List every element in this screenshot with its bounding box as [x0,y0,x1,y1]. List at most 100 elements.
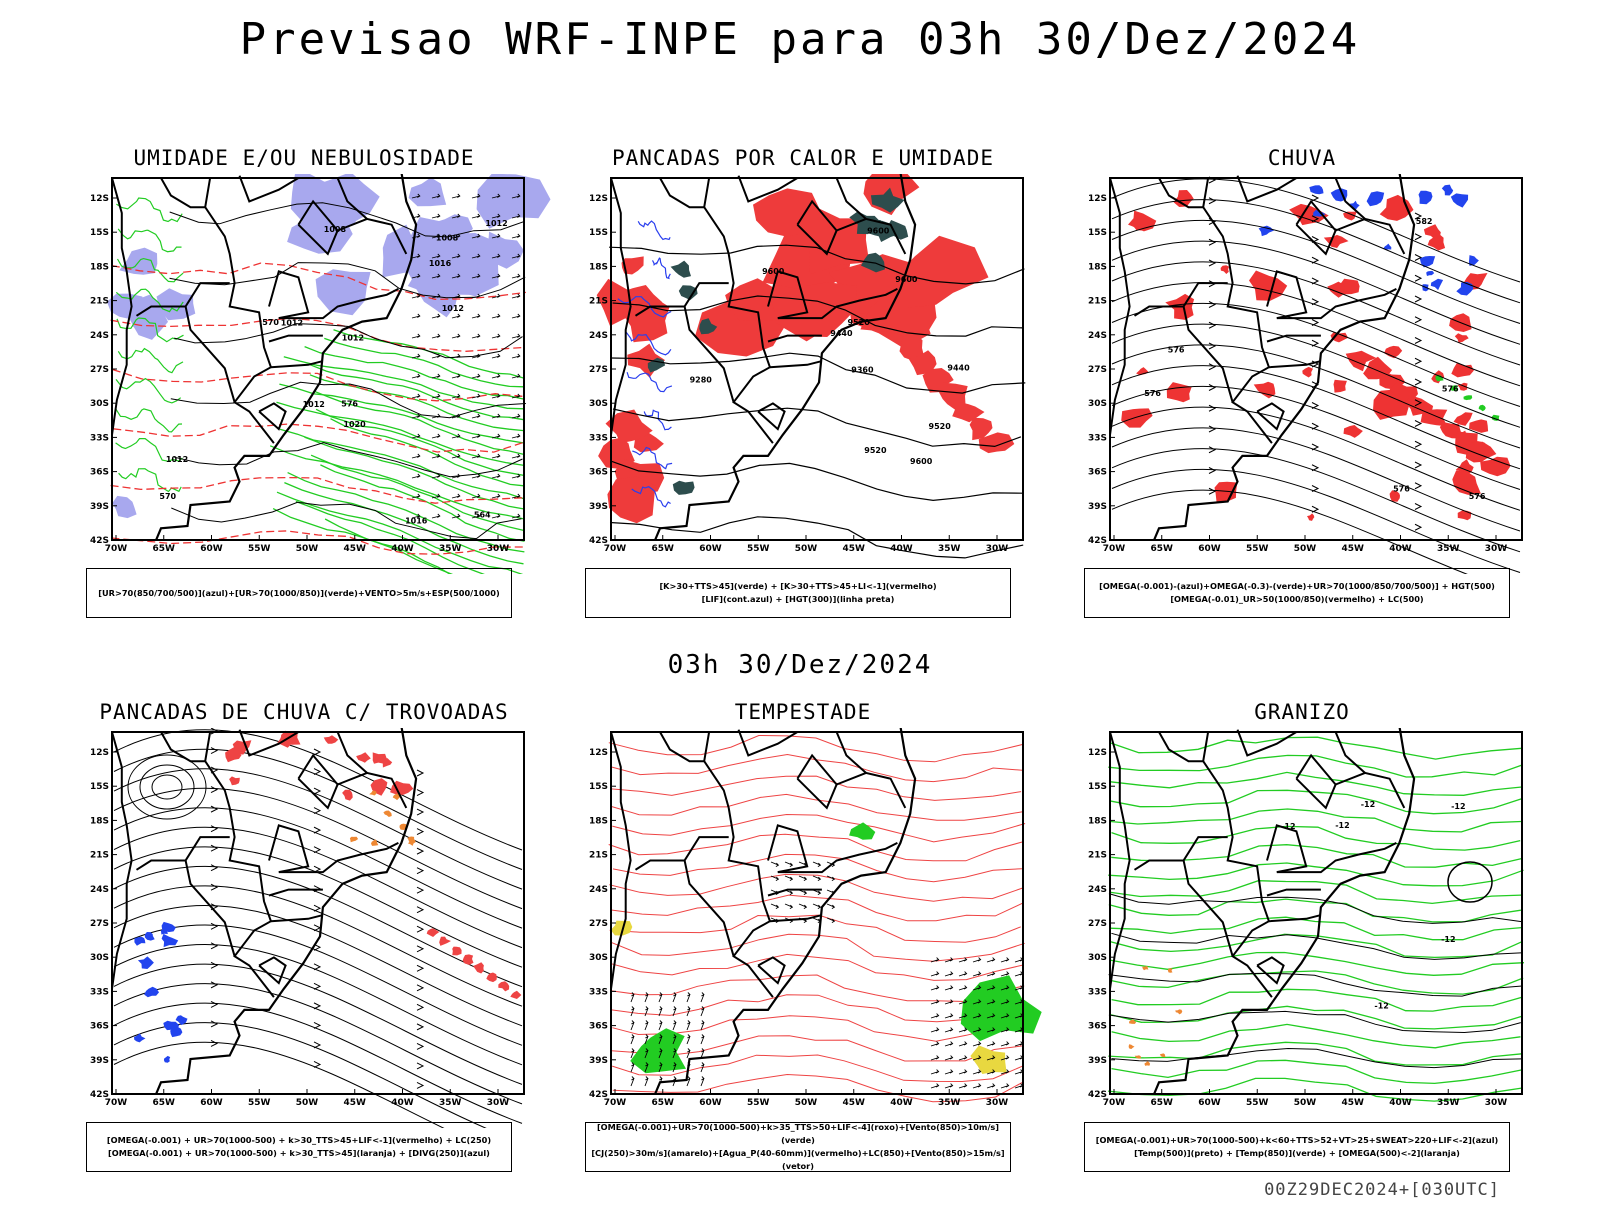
lat-label: 21S [589,297,608,307]
flow-arrow [210,961,219,969]
rain-area [1452,470,1481,495]
pressure-contour [174,442,523,478]
temp850-contour [1111,988,1523,1012]
hgt300-contour [611,460,1023,502]
flow-arrow [1414,440,1423,448]
omega500-area [1129,1019,1137,1024]
wind-vector [411,293,421,299]
country-border [1335,771,1406,809]
wind-vector [944,957,954,963]
lagoa-dos-patos [1256,402,1285,431]
lon-label: 60W [699,1098,722,1108]
country-border [1158,177,1204,209]
wind-vector [770,903,780,909]
wind-vector [1014,971,1024,977]
map-granizo: -12 -12 -12 -12 -12 -12 12S 15S 18S 21S 24S 27S 30S 3… [1088,728,1525,1108]
basemap [1109,728,1416,1095]
wind-vector [972,971,982,977]
thunderstorm-area [473,962,484,974]
temp850-contour [1108,754,1523,778]
flow-arrow [416,1062,425,1070]
contour-label: 576 [341,399,358,408]
lon-label: 30W [986,1098,1009,1108]
convection-area [371,839,379,846]
thunderstorm-area [426,928,440,937]
rain-area [1465,441,1497,463]
low-level-humidity [315,391,525,456]
wind-vector [958,999,968,1005]
water-vapor-contour [611,994,1022,1023]
wind-vector [431,413,441,419]
wind-vector [672,992,677,1003]
wind-vector [972,1013,982,1019]
contour-label: 1012 [485,219,507,228]
coastline [1153,728,1416,1095]
wind-vector [491,453,501,459]
low-level-humidity [310,454,525,532]
lat-label: 12S [90,748,109,758]
lon-label: 45W [1342,544,1365,554]
wind-vector [1000,957,1010,963]
flow-arrow [313,1061,322,1068]
country-border [737,729,798,757]
contour-label: 582 [1416,217,1433,226]
wind-vector [471,453,481,459]
lifted-index-contour [637,220,671,241]
coastline [654,174,917,541]
wind-vector [1014,957,1024,963]
country-border [836,217,907,255]
wind-vector [511,333,521,339]
lat-label: 27S [589,919,608,929]
water-vapor-contour [612,1015,1024,1042]
convection-li-area [621,256,644,275]
divergence-area [134,936,146,946]
low-level-humidity [272,508,453,574]
flow-arrow [1208,425,1217,433]
contour-label: 9520 [929,422,952,431]
flow-arrow [416,925,425,933]
rain-area [1327,281,1345,298]
lat-label: 39S [90,502,109,512]
flow-arrow [416,1082,425,1089]
wind-vector [784,903,794,909]
flow-arrow [313,826,322,834]
low-level-humidity [304,345,525,400]
flow-arrow [210,747,219,754]
low-level-humidity [279,383,525,444]
wind-vector [630,992,635,1003]
convection-li-area [725,278,779,321]
thunderstorm-area [382,758,393,768]
flow-arrow [1414,461,1423,469]
wind-vector [812,917,822,923]
lon-label: 65W [652,544,675,554]
omega-area [1418,190,1433,205]
legend-line: [OMEGA(-0.001)+UR>70(1000-500)+k>35_TTS>… [596,1122,1000,1145]
rain-area [1302,366,1313,378]
flow-arrow [210,1020,219,1028]
panel-title: CHUVA [1267,146,1337,170]
wind-vector [658,1006,663,1017]
wind-vector [986,999,996,1005]
wind-vector [411,253,421,259]
convection-li-area [908,350,937,376]
lon-label: 40W [1389,1098,1412,1108]
lifted-index-contour [626,372,673,393]
lon-label: 40W [391,1098,414,1108]
flow-arrow [1311,443,1320,451]
flow-arrow [1311,422,1320,430]
wind-vector [644,1076,649,1087]
thunderstorm-area [462,954,474,965]
contour-label: 1020 [343,420,366,429]
low-level-humidity [276,401,525,467]
hgt500-contour [1111,199,1521,304]
legend-line: [UR>70(850/700/500)](azul)+[UR>70(1000/8… [98,587,500,598]
wind-vector [411,313,421,319]
legend-line: [OMEGA(-0.001)+UR>70(1000-500)+k<60+TTS>… [1095,1135,1499,1145]
country-border [135,305,186,317]
wind-vector [431,493,441,499]
streamline-250 [113,748,523,870]
contour-label: 1016 [429,259,452,268]
wind-vector [986,1027,996,1033]
hgt500-contour [1111,365,1521,470]
